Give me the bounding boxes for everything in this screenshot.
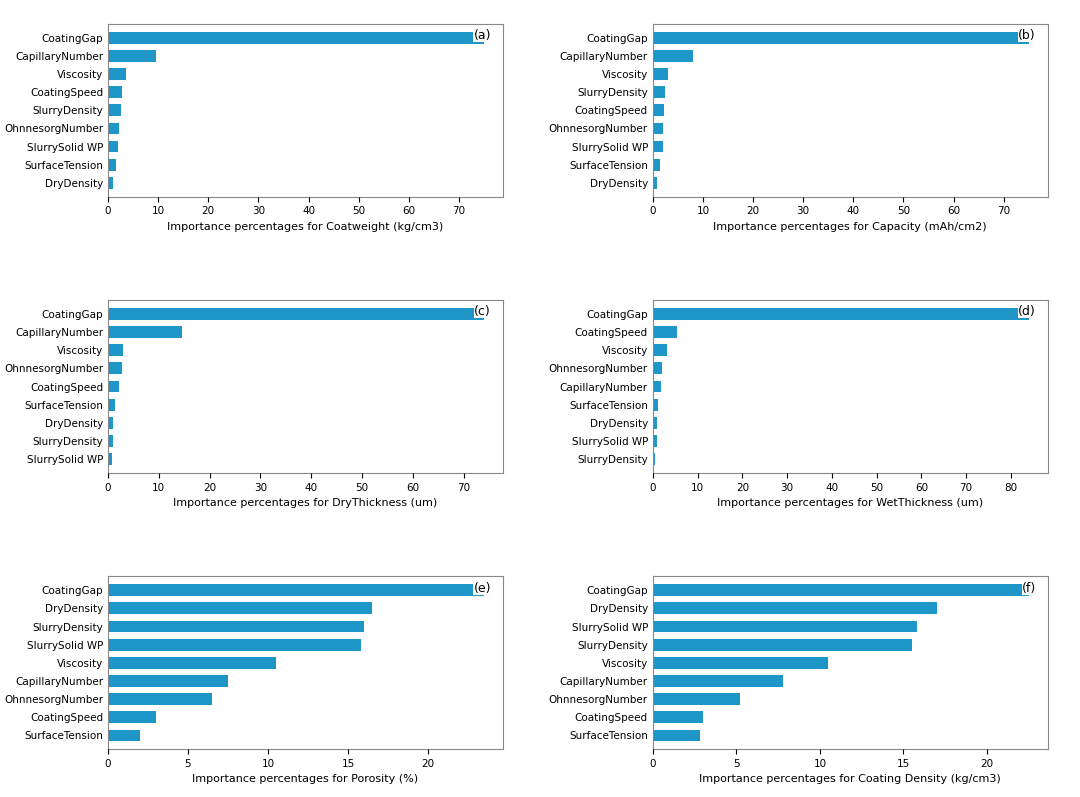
Bar	[108, 638, 361, 650]
Bar	[108, 584, 484, 596]
Bar	[108, 344, 123, 356]
Text: (a): (a)	[473, 29, 491, 42]
Bar	[108, 381, 119, 392]
Bar	[652, 584, 1029, 596]
Bar	[108, 326, 181, 338]
Bar	[652, 104, 664, 116]
Bar	[108, 657, 276, 669]
Bar	[652, 140, 663, 152]
Bar	[652, 693, 740, 705]
Bar	[108, 86, 122, 98]
X-axis label: Importance percentages for Porosity (%): Importance percentages for Porosity (%)	[192, 775, 418, 784]
Bar	[652, 326, 677, 338]
Text: (d): (d)	[1018, 305, 1036, 318]
Bar	[652, 50, 693, 61]
Bar	[652, 86, 665, 98]
X-axis label: Importance percentages for DryThickness (um): Importance percentages for DryThickness …	[173, 498, 437, 508]
Bar	[108, 363, 122, 375]
Bar	[108, 177, 113, 189]
X-axis label: Importance percentages for WetThickness (um): Importance percentages for WetThickness …	[717, 498, 983, 508]
Bar	[652, 675, 783, 687]
Bar	[108, 435, 112, 447]
Bar	[108, 603, 372, 614]
Bar	[652, 398, 658, 410]
Bar	[108, 50, 156, 61]
Bar	[652, 729, 700, 741]
Bar	[108, 123, 119, 135]
Bar	[652, 435, 657, 447]
Bar	[652, 657, 828, 669]
Bar	[652, 159, 660, 171]
Bar	[652, 32, 1029, 44]
Bar	[108, 453, 111, 465]
Bar	[652, 123, 663, 135]
Bar	[108, 104, 121, 116]
Bar	[652, 417, 658, 429]
Bar	[652, 621, 917, 633]
X-axis label: Importance percentages for Coating Density (kg/cm3): Importance percentages for Coating Densi…	[700, 775, 1001, 784]
Text: (f): (f)	[1022, 582, 1036, 595]
Bar	[108, 398, 114, 410]
Bar	[652, 638, 912, 650]
Bar	[652, 308, 1029, 320]
Bar	[108, 712, 156, 723]
Bar	[108, 675, 228, 687]
Bar	[652, 177, 657, 189]
Text: (b): (b)	[1018, 29, 1036, 42]
Bar	[652, 363, 662, 375]
Bar	[652, 344, 667, 356]
Bar	[108, 621, 364, 633]
Bar	[108, 32, 484, 44]
Bar	[108, 729, 140, 741]
Bar	[652, 712, 703, 723]
Bar	[108, 140, 118, 152]
Bar	[108, 308, 484, 320]
Bar	[652, 603, 936, 614]
X-axis label: Importance percentages for Capacity (mAh/cm2): Importance percentages for Capacity (mAh…	[714, 222, 987, 232]
X-axis label: Importance percentages for Coatweight (kg/cm3): Importance percentages for Coatweight (k…	[167, 222, 444, 232]
Bar	[652, 68, 667, 80]
Bar	[108, 159, 116, 171]
Text: (e): (e)	[473, 582, 491, 595]
Bar	[652, 453, 656, 465]
Bar	[108, 68, 125, 80]
Bar	[108, 417, 113, 429]
Bar	[108, 693, 212, 705]
Text: (c): (c)	[474, 305, 491, 318]
Bar	[652, 381, 661, 392]
